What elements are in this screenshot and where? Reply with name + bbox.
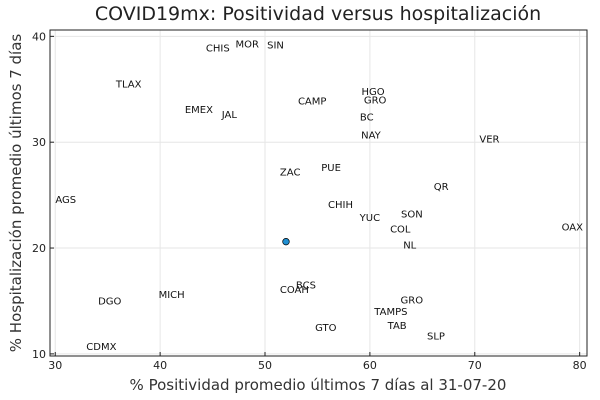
state-label-oax: OAX xyxy=(562,222,584,233)
y-tick-label: 40 xyxy=(32,30,46,43)
state-label-camp: CAMP xyxy=(298,96,326,107)
state-label-slp: SLP xyxy=(427,331,445,342)
state-label-sin: SIN xyxy=(267,40,284,51)
chart-title: COVID19mx: Positividad versus hospitaliz… xyxy=(95,3,541,25)
state-label-chis: CHIS xyxy=(206,43,230,54)
x-tick-label: 70 xyxy=(468,359,482,372)
state-label-ver: VER xyxy=(479,135,499,146)
data-points xyxy=(282,238,290,246)
state-label-zac: ZAC xyxy=(280,167,301,178)
state-label-emex: EMEX xyxy=(185,105,213,116)
state-label-coah: COAH xyxy=(280,285,309,296)
state-label-son: SON xyxy=(401,210,423,221)
state-label-bc: BC xyxy=(360,112,374,123)
state-label-ags: AGS xyxy=(55,195,76,206)
state-label-gro: GRO xyxy=(401,295,424,306)
state-label-gto: GTO xyxy=(315,323,337,334)
x-tick-label: 40 xyxy=(153,359,167,372)
data-point xyxy=(282,238,290,246)
state-label-gro: GRO xyxy=(364,95,387,106)
y-tick-label: 10 xyxy=(32,348,46,361)
state-label-tlax: TLAX xyxy=(115,79,142,90)
state-label-dgo: DGO xyxy=(98,296,121,307)
x-tick-label: 50 xyxy=(258,359,272,372)
state-label-mor: MOR xyxy=(235,39,258,50)
state-label-mich: MICH xyxy=(159,290,185,301)
state-label-nay: NAY xyxy=(361,130,382,141)
state-label-tamps: TAMPS xyxy=(373,307,407,318)
state-label-tab: TAB xyxy=(387,321,407,332)
axis-ticks: 30 40 50 60 70 80 10 20 30 40 xyxy=(32,30,587,372)
y-axis-label: % Hospitalización promedio últimos 7 día… xyxy=(7,34,25,353)
state-label-bcs: BCS xyxy=(296,281,316,292)
state-label-chih: CHIH xyxy=(328,200,353,211)
state-label-pue: PUE xyxy=(321,163,341,174)
x-tick-label: 80 xyxy=(573,359,587,372)
state-label-nl: NL xyxy=(403,240,416,251)
x-axis-label: % Positividad promedio últimos 7 días al… xyxy=(130,376,507,394)
state-label-yuc: YUC xyxy=(359,213,380,224)
state-label-cdmx: CDMX xyxy=(86,342,116,353)
y-tick-label: 30 xyxy=(32,136,46,149)
state-label-jal: JAL xyxy=(221,110,238,121)
state-label-hgo: HGO xyxy=(361,87,384,98)
plot-frame xyxy=(49,29,588,357)
y-tick-label: 20 xyxy=(32,242,46,255)
state-label-col: COL xyxy=(390,224,411,235)
state-label-qr: QR xyxy=(434,182,449,193)
x-tick-label: 30 xyxy=(48,359,62,372)
grid xyxy=(50,30,587,356)
x-tick-label: 60 xyxy=(363,359,377,372)
